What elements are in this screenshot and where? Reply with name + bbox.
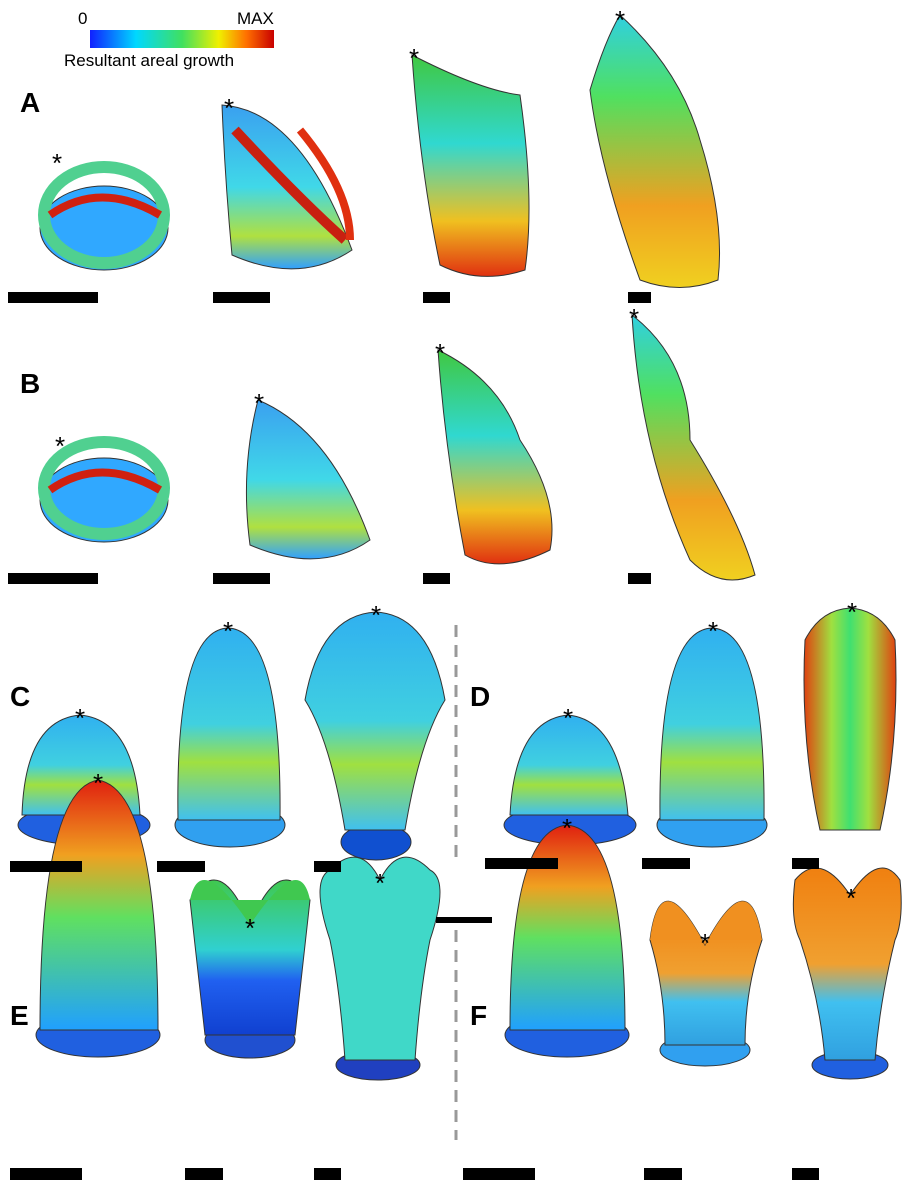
apex-marker: * xyxy=(375,868,385,898)
apex-marker: * xyxy=(55,431,65,461)
apex-marker: * xyxy=(708,616,718,646)
colorbar-max: MAX xyxy=(237,9,274,28)
figure: 0 MAX Resultant areal growth A B C D E F… xyxy=(0,0,904,1180)
apex-marker: * xyxy=(224,93,234,123)
apex-marker: * xyxy=(563,703,573,733)
panel-label: D xyxy=(470,681,490,712)
row-ef-shapes xyxy=(36,780,901,1080)
panel-label: A xyxy=(20,87,40,118)
apex-marker: * xyxy=(223,616,233,646)
apex-marker: * xyxy=(846,883,856,913)
apex-marker: * xyxy=(254,388,264,418)
apex-marker: * xyxy=(93,768,103,798)
apex-marker: * xyxy=(847,597,857,627)
apex-marker: * xyxy=(371,600,381,630)
apex-marker: * xyxy=(629,303,639,333)
row-b-shapes xyxy=(40,315,755,580)
panel-label: C xyxy=(10,681,30,712)
apex-marker: * xyxy=(435,338,445,368)
apex-marker: * xyxy=(75,703,85,733)
panel-label: F xyxy=(470,1000,487,1031)
apex-marker: * xyxy=(245,913,255,943)
apex-marker: * xyxy=(562,813,572,843)
apex-marker: * xyxy=(409,43,419,73)
apex-marker: * xyxy=(615,5,625,35)
apex-marker: * xyxy=(700,928,710,958)
colorbar-min: 0 xyxy=(78,9,87,28)
colorbar-title: Resultant areal growth xyxy=(64,51,234,70)
panel-label: B xyxy=(20,368,40,399)
panel-label: E xyxy=(10,1000,29,1031)
apex-marker: * xyxy=(52,148,62,178)
colorbar xyxy=(90,30,274,48)
